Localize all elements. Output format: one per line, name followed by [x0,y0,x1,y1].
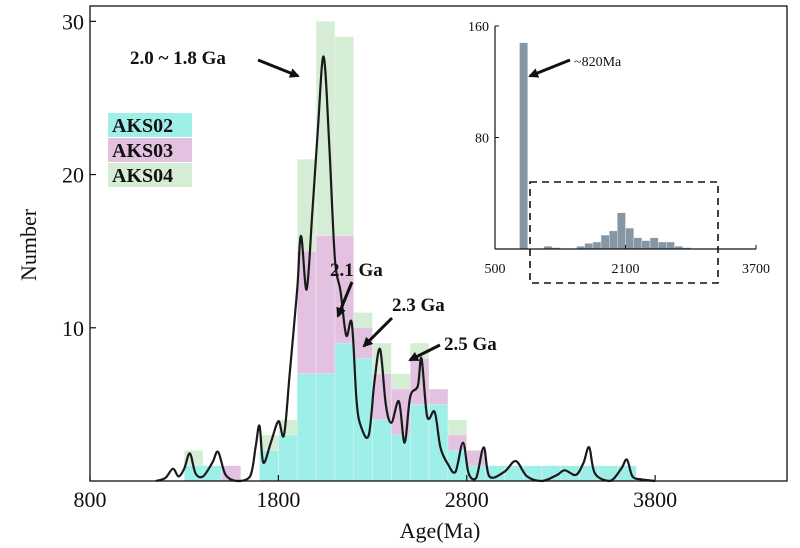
bar-aks02-1800 [278,434,298,482]
x-axis-title: Age(Ma) [400,518,481,543]
y-tick-label-30: 30 [62,9,84,34]
bar-aks02-2000 [315,373,336,482]
inset-bar-2100 [625,227,634,250]
inset-annotation-label: ~820Ma [574,55,622,70]
x-tick-label-1800: 1800 [256,487,300,512]
annotation-arrow-2-5 [408,343,441,362]
inset-y-tick-label-80: 80 [475,132,489,147]
y-tick-label-20: 20 [62,163,84,188]
annotations: 2.0 ~ 1.8 Ga 2.1 Ga 2.3 Ga 2.5 Ga [130,48,497,362]
inset-bar-800 [519,42,528,250]
main-density-curve [155,55,656,483]
annotation-arrow-2-1 [336,281,354,318]
inset-bar-2000 [617,212,626,250]
main-plot-frame [89,5,788,482]
inset-bar-2500 [657,241,667,250]
inset-bar-1700 [592,241,602,250]
inset-y-tick-label-160: 160 [468,20,489,35]
legend-swatch-aks03 [108,138,192,162]
x-tick-label-2800: 2800 [445,487,489,512]
inset-bar-2600 [666,241,675,250]
x-tick-label-800: 800 [74,487,107,512]
legend-swatch-aks02 [108,113,192,137]
inset-bar-2300 [641,240,651,250]
inset-chart: 500 2100 3700 80 160 ~820Ma [468,20,770,284]
inset-bar-1600 [584,243,594,250]
bar-aks02-1900 [296,373,317,482]
inset-bar-2400 [649,237,659,250]
bar-aks02-2400 [391,434,411,482]
y-axis-title: Number [16,208,41,281]
annotation-arrow-peak-2-0-1-8 [257,58,300,78]
annotation-label-2-3: 2.3 Ga [392,295,445,316]
inset-bar-1900 [609,230,618,250]
legend-label-aks03: AKS03 [112,140,173,162]
legend: AKS02 AKS03 AKS04 [108,113,192,187]
inset-x-tick-label-3700: 3700 [742,262,770,277]
annotation-label-2-1: 2.1 Ga [330,260,383,281]
annotation-arrow-2-3 [362,316,394,348]
density-curve-line [155,55,656,483]
bar-aks02-2300 [372,419,392,482]
inset-bar-2200 [633,237,643,250]
inset-histogram-bars [519,42,691,250]
x-tick-label-3800: 3800 [633,487,677,512]
inset-annotation-arrow [528,58,571,78]
bar-aks02-2100 [334,342,354,482]
bar-aks02-2200 [353,358,373,482]
inset-axis-ticks: 500 2100 3700 80 160 [468,20,770,277]
inset-x-tick-label-2100: 2100 [612,262,640,277]
annotation-label-2-5: 2.5 Ga [444,334,497,355]
inset-x-tick-label-500: 500 [485,262,506,277]
legend-label-aks02: AKS02 [112,115,173,137]
y-tick-label-10: 10 [62,316,84,341]
inset-bar-1800 [600,234,610,250]
legend-label-aks04: AKS04 [112,165,173,187]
annotation-label-peak-2-0-1-8: 2.0 ~ 1.8 Ga [130,48,226,69]
main-axis-ticks: 800 1800 2800 3800 10 20 30 [62,9,677,512]
main-histogram-bars [183,21,637,482]
legend-swatch-aks04 [108,163,192,187]
